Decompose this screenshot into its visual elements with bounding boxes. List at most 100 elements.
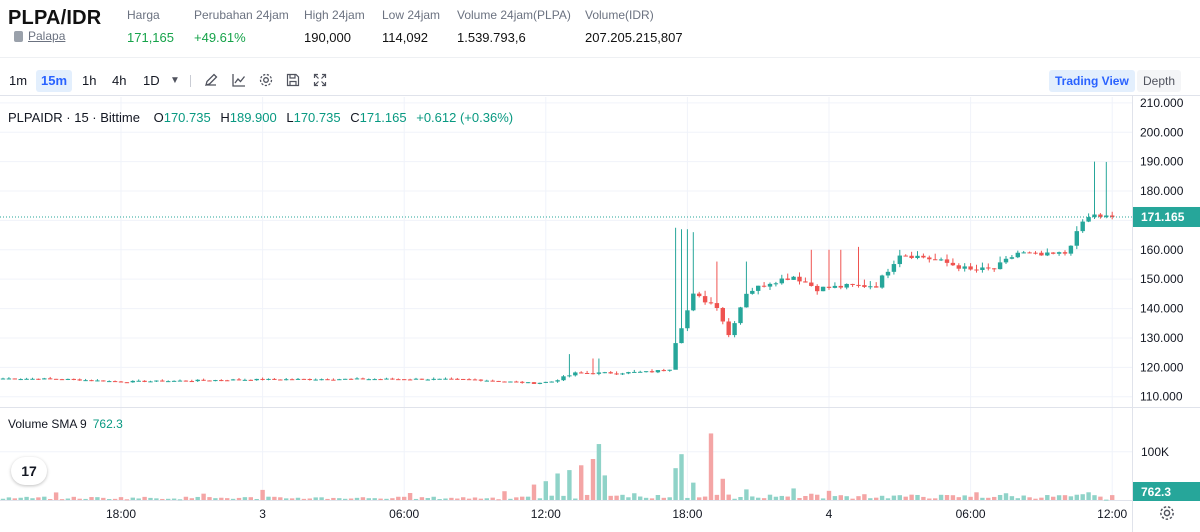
volume-bar xyxy=(579,465,584,500)
depth-tab[interactable]: Depth xyxy=(1137,70,1182,92)
volume-bar xyxy=(236,497,242,500)
change-value: +0.612 (+0.36%) xyxy=(416,110,514,125)
candle-body xyxy=(584,372,590,374)
candle xyxy=(431,377,436,381)
trading-view-tab[interactable]: Trading View xyxy=(1049,70,1135,92)
candle-body xyxy=(289,379,295,381)
candle-body xyxy=(1045,252,1050,256)
time-tick-label: 18:00 xyxy=(672,507,702,521)
volume-bar xyxy=(407,493,413,500)
volume-bar xyxy=(272,496,277,500)
candle-body xyxy=(118,381,124,383)
candle xyxy=(53,378,59,380)
candle xyxy=(295,378,301,380)
volume-bar xyxy=(325,498,330,500)
candle xyxy=(844,283,849,290)
timeframe-1m[interactable]: 1m xyxy=(9,73,28,88)
volume-bar xyxy=(478,498,484,500)
price-tick-label: 180.000 xyxy=(1140,184,1184,198)
candle-body xyxy=(508,381,513,383)
candle-body xyxy=(596,372,602,374)
volume-bar xyxy=(732,498,737,500)
candle-body xyxy=(874,286,879,288)
candle xyxy=(18,378,23,381)
candle xyxy=(490,379,495,382)
candle-body xyxy=(59,379,65,381)
candle xyxy=(537,382,543,385)
candle-body xyxy=(148,381,153,383)
volume-bar xyxy=(879,495,885,500)
candle-body xyxy=(915,255,920,259)
price-tick-label: 130.000 xyxy=(1140,331,1184,345)
fullscreen-icon[interactable] xyxy=(311,72,329,90)
candle-body xyxy=(301,378,307,380)
candle xyxy=(809,249,814,287)
candle xyxy=(12,378,17,380)
save-icon[interactable] xyxy=(284,72,302,90)
indicator-icon[interactable] xyxy=(230,72,248,90)
candle-body xyxy=(921,255,926,258)
pencil-icon[interactable] xyxy=(202,72,220,90)
volume-bar xyxy=(354,497,360,500)
timeframe-1h[interactable]: 1h xyxy=(82,73,97,88)
tradingview-logo[interactable]: 17 xyxy=(11,457,47,485)
candle xyxy=(443,377,448,380)
stat-label: High 24jam xyxy=(304,8,365,22)
volume-bar xyxy=(136,498,141,500)
volume-bar xyxy=(1015,498,1020,500)
candle-body xyxy=(708,302,714,304)
candle-body xyxy=(1009,257,1015,259)
volume-bar xyxy=(95,497,100,500)
timeframe-1d[interactable]: 1D xyxy=(143,73,160,88)
candle xyxy=(1033,251,1038,255)
volume-bar xyxy=(602,475,607,500)
volume-bar xyxy=(649,498,655,500)
volume-bar xyxy=(118,497,124,500)
candle-body xyxy=(1086,217,1091,222)
volume-bar xyxy=(567,470,572,500)
candle-body xyxy=(77,379,82,381)
volume-bar xyxy=(112,498,118,500)
volume-bar xyxy=(850,498,855,500)
volume-bar xyxy=(484,498,489,500)
volume-bar xyxy=(933,498,938,500)
candle xyxy=(1080,219,1085,233)
candle-body xyxy=(390,378,395,380)
symbol-label: PLPAIDR · 15 · Bittime xyxy=(8,110,140,125)
exchange-link[interactable]: Palapa xyxy=(28,29,66,43)
volume-bar xyxy=(378,498,383,500)
candle-body xyxy=(478,379,484,381)
candle xyxy=(543,381,548,384)
candle xyxy=(862,279,867,289)
candle-body xyxy=(242,379,248,381)
chart-settings-icon[interactable] xyxy=(1157,504,1177,524)
candle xyxy=(407,378,413,381)
candlestick-chart[interactable]: 110.000 120.000 130.000 140.000 150.000 160.0… xyxy=(0,96,1200,532)
volume-bar xyxy=(537,498,543,500)
candle xyxy=(166,380,171,383)
timeframe-15m[interactable]: 15m xyxy=(36,70,73,92)
candle-body xyxy=(1015,252,1020,258)
candle xyxy=(48,376,53,380)
settings-gear-icon[interactable] xyxy=(257,72,275,90)
candle xyxy=(785,273,790,281)
candle-body xyxy=(626,372,631,374)
candle xyxy=(313,378,318,381)
candle xyxy=(195,379,200,382)
volume-bar xyxy=(756,497,761,500)
timeframe-4h[interactable]: 4h xyxy=(112,73,127,88)
volume-bar xyxy=(366,498,371,500)
candle-body xyxy=(284,379,289,381)
candle-body xyxy=(897,255,902,265)
candle-body xyxy=(337,379,342,381)
stat-value: 171,165 xyxy=(127,30,174,45)
volume-bar xyxy=(726,494,731,500)
candle xyxy=(702,290,708,305)
volume-bar xyxy=(643,497,649,500)
candle xyxy=(1062,250,1068,256)
dropdown-caret-icon[interactable]: ▼ xyxy=(170,75,180,86)
volume-bar xyxy=(980,497,985,500)
candle xyxy=(750,287,755,295)
candle xyxy=(425,378,430,381)
volume-bar xyxy=(107,499,112,501)
